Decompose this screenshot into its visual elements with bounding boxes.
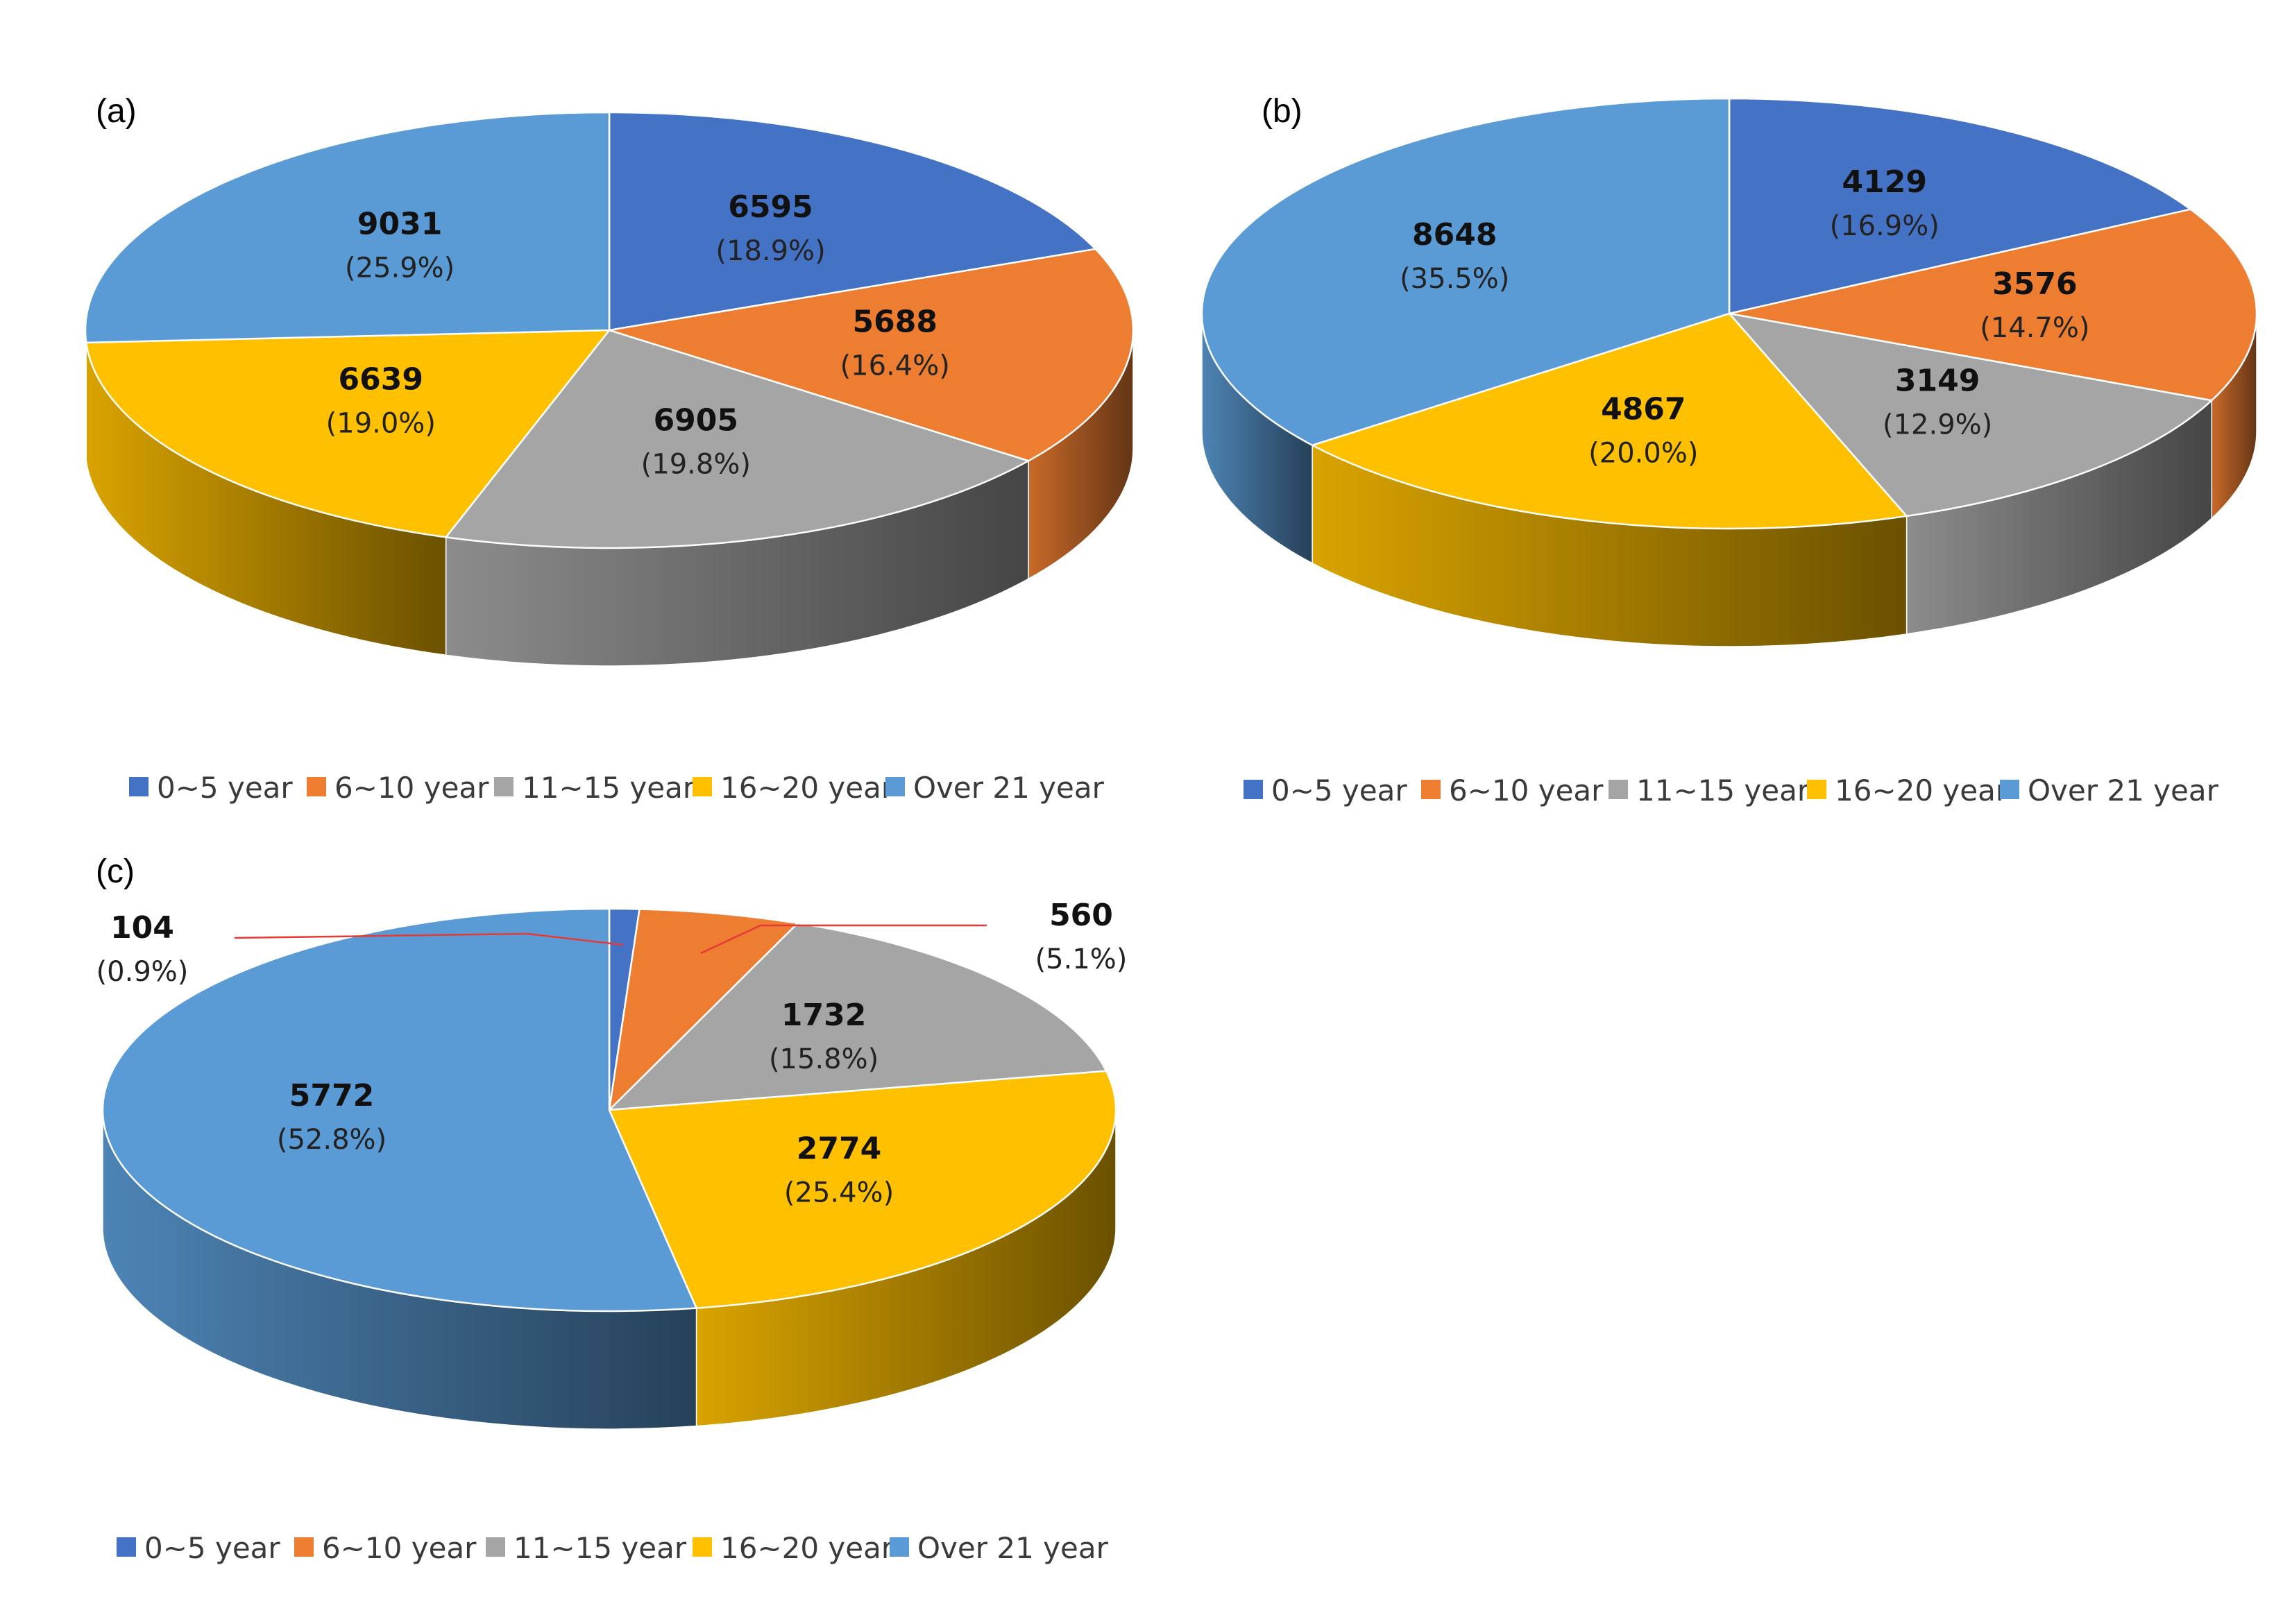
data-label-percent-0-5-year: (0.9%) xyxy=(96,956,189,988)
legend: 0~5 year 6~10 year 11~15 year 16~20 year Ove… xyxy=(1244,773,2219,807)
panel-label: (b) xyxy=(1262,93,1302,130)
legend-label-11-15-year: 11~15 year xyxy=(514,1531,687,1565)
legend-label-0-5-year: 0~5 year xyxy=(1271,773,1407,807)
slice-16-20-year xyxy=(608,1070,1117,1309)
slice-0-5-year xyxy=(1728,97,2191,315)
legend-swatch-16-20-year xyxy=(1807,780,1826,799)
data-label-percent-11-15-year: (12.9%) xyxy=(1883,409,1992,441)
legend-swatch-over-21-year xyxy=(2000,780,2019,799)
data-label-value-over-21-year: 9031 xyxy=(357,206,442,241)
slice-0-5-year xyxy=(608,111,1096,332)
slice-16-20-year xyxy=(85,329,611,538)
slice-11-15-year xyxy=(608,922,1107,1111)
slice-side-over-21-year xyxy=(85,330,87,461)
legend-swatch-16-20-year xyxy=(693,777,712,796)
data-label-percent-16-20-year: (25.4%) xyxy=(784,1177,894,1208)
slice-over-21-year xyxy=(84,111,611,344)
legend: 0~5 year 6~10 year 11~15 year 16~20 year Ove… xyxy=(117,1531,1109,1565)
data-label-value-0-5-year: 104 xyxy=(110,910,174,946)
legend-label-11-15-year: 11~15 year xyxy=(1636,773,1810,807)
data-label-percent-16-20-year: (19.0%) xyxy=(326,407,436,439)
legend-swatch-over-21-year xyxy=(890,1537,909,1557)
legend-label-6-10-year: 6~10 year xyxy=(334,771,489,805)
legend-label-16-20-year: 16~20 year xyxy=(720,1531,894,1565)
slice-16-20-year xyxy=(1311,312,1908,530)
legend-swatch-11-15-year xyxy=(486,1537,505,1557)
legend-label-0-5-year: 0~5 year xyxy=(157,771,293,805)
legend-swatch-6-10-year xyxy=(1421,780,1441,799)
legend-label-6-10-year: 6~10 year xyxy=(322,1531,477,1565)
legend-label-11-15-year: 11~15 year xyxy=(522,771,695,805)
data-label-value-16-20-year: 6639 xyxy=(339,361,423,397)
data-label-percent-16-20-year: (20.0%) xyxy=(1588,438,1698,470)
legend-label-over-21-year: Over 21 year xyxy=(2028,773,2219,807)
data-label-percent-over-21-year: (52.8%) xyxy=(277,1124,387,1156)
slice-over-21-year xyxy=(101,907,697,1313)
data-label-percent-11-15-year: (19.8%) xyxy=(641,449,751,481)
data-label-percent-6-10-year: (5.1%) xyxy=(1035,943,1128,975)
data-label-value-0-5-year: 6595 xyxy=(728,189,813,225)
legend-swatch-0-5-year xyxy=(1244,780,1263,799)
pie-chart-c: (c) 104 (0.9%) 560 (5.1%) 1732 (15.8%) 2774 (25.… xyxy=(96,853,1127,1565)
data-label-percent-0-5-year: (16.9%) xyxy=(1830,210,1940,242)
legend-swatch-over-21-year xyxy=(885,777,905,796)
legend-swatch-6-10-year xyxy=(307,777,326,796)
data-label-value-over-21-year: 5772 xyxy=(289,1078,374,1113)
data-label-value-11-15-year: 3149 xyxy=(1895,364,1980,399)
data-label-value-6-10-year: 3576 xyxy=(1992,266,2077,302)
slice-6-10-year xyxy=(608,248,1135,462)
legend-swatch-11-15-year xyxy=(1609,780,1628,799)
slice-11-15-year xyxy=(445,329,1030,549)
legend-swatch-16-20-year xyxy=(693,1537,712,1557)
legend-swatch-11-15-year xyxy=(494,777,514,796)
data-label-value-11-15-year: 6905 xyxy=(654,403,738,438)
legend: 0~5 year 6~10 year 11~15 year 16~20 year Ove… xyxy=(129,771,1105,805)
data-label-value-11-15-year: 1732 xyxy=(781,998,866,1033)
data-label-percent-6-10-year: (16.4%) xyxy=(840,350,950,382)
data-label-value-6-10-year: 560 xyxy=(1049,898,1113,933)
data-label-value-over-21-year: 8648 xyxy=(1412,217,1497,253)
panel-label: (c) xyxy=(96,853,135,890)
legend-swatch-0-5-year xyxy=(117,1537,136,1557)
data-label-value-16-20-year: 4867 xyxy=(1601,392,1686,427)
slice-over-21-year xyxy=(1200,97,1731,447)
legend-swatch-6-10-year xyxy=(294,1537,314,1557)
data-label-percent-0-5-year: (18.9%) xyxy=(715,235,825,267)
legend-label-0-5-year: 0~5 year xyxy=(144,1531,280,1565)
data-label-percent-over-21-year: (25.9%) xyxy=(345,252,455,284)
data-label-percent-over-21-year: (35.5%) xyxy=(1400,263,1509,295)
legend-label-over-21-year: Over 21 year xyxy=(913,771,1105,805)
data-label-value-6-10-year: 5688 xyxy=(852,304,937,339)
data-label-value-16-20-year: 2774 xyxy=(797,1131,881,1166)
panel-label: (a) xyxy=(96,93,137,130)
leader-line-6-10-year xyxy=(700,924,987,955)
slice-6-10-year xyxy=(608,908,799,1111)
legend-label-16-20-year: 16~20 year xyxy=(720,771,894,805)
slice-11-15-year xyxy=(1728,312,2213,518)
data-label-value-0-5-year: 4129 xyxy=(1842,164,1926,200)
pie-chart-b: (b) 4129 (16.9%) 3576 (14.7%)3149 (12.9%) 4867… xyxy=(1200,93,2258,807)
legend-label-over-21-year: Over 21 year xyxy=(917,1531,1109,1565)
data-label-percent-11-15-year: (15.8%) xyxy=(769,1043,879,1075)
legend-label-16-20-year: 16~20 year xyxy=(1835,773,2008,807)
legend-swatch-0-5-year xyxy=(129,777,148,796)
legend-label-6-10-year: 6~10 year xyxy=(1449,773,1604,807)
data-label-percent-6-10-year: (14.7%) xyxy=(1980,312,2089,344)
slice-6-10-year xyxy=(1728,208,2258,402)
pie-chart-a: (a) 6595 (18.9%) 5688 (16.4%) 6905 (19.8%) 6639… xyxy=(84,93,1135,805)
leader-line-0-5-year xyxy=(234,932,624,946)
